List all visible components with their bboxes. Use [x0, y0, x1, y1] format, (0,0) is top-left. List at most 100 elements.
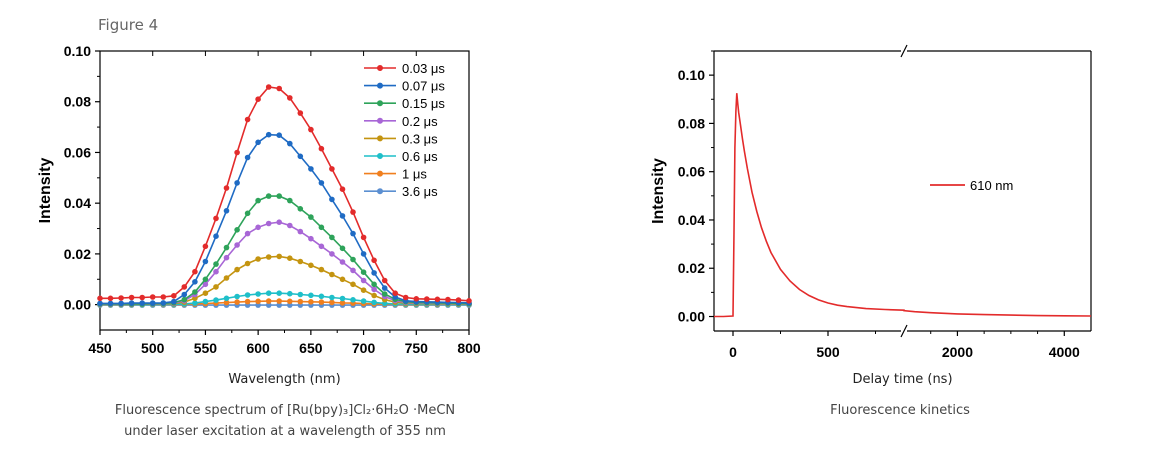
spectrum-data-point: [192, 268, 198, 275]
spectrum-data-point: [202, 281, 209, 288]
legend-label: 0.03 μs: [402, 61, 445, 76]
spectrum-data-point: [287, 140, 293, 147]
spectrum-data-point: [371, 257, 377, 264]
spectrum-data-point: [149, 294, 156, 300]
spectrum-data-point: [107, 300, 114, 307]
spectrum-data-point: [392, 290, 399, 297]
spectrum-data-point: [308, 292, 314, 299]
spectrum-data-point: [234, 242, 240, 248]
spectrum-data-point: [202, 243, 209, 250]
spectrum-x-tick-label: 600: [246, 340, 270, 356]
spectrum-x-tick-label: 750: [405, 340, 429, 356]
spectrum-data-point: [350, 209, 356, 215]
spectrum-data-point: [360, 269, 367, 276]
spectrum-data-point: [276, 219, 283, 225]
spectrum-data-point: [97, 295, 103, 302]
spectrum-data-point: [265, 131, 272, 138]
kinetics-y-tick-label: 0.08: [678, 115, 705, 131]
spectrum-x-tick-label: 700: [352, 340, 376, 356]
spectrum-data-point: [181, 284, 188, 290]
spectrum-data-point: [265, 290, 272, 297]
spectrum-data-point: [202, 290, 209, 297]
spectrum-data-point: [360, 277, 367, 284]
legend-marker: [377, 100, 383, 107]
legend-marker: [377, 117, 383, 124]
spectrum-data-point: [202, 298, 209, 305]
spectrum-series-line: [100, 195, 470, 305]
spectrum-data-point: [308, 126, 314, 133]
spectrum-caption: Fluorescence spectrum of [Ru(bpy)₃]Cl₂·6…: [60, 400, 510, 442]
spectrum-data-point: [276, 132, 283, 138]
spectrum-data-point: [97, 300, 103, 307]
spectrum-data-point: [265, 84, 272, 90]
kinetics-chart: 0 500 2000 4000 0.00 0.02 0.04 0.06 0.08 0.10 Dela…: [650, 44, 1092, 387]
legend-marker: [377, 153, 383, 159]
kinetics-y-tick-label: 0.06: [678, 164, 705, 180]
spectrum-data-point: [339, 245, 346, 252]
spectrum-y-tick-label: 0.06: [64, 144, 91, 160]
spectrum-data-point: [213, 284, 219, 290]
spectrum-data-point: [329, 251, 335, 257]
spectrum-data-point: [297, 153, 304, 160]
spectrum-data-point: [308, 299, 314, 305]
spectrum-data-point: [381, 285, 388, 291]
kinetics-x-tick-label: 4000: [1049, 344, 1080, 360]
spectrum-data-point: [181, 291, 188, 298]
spectrum-data-point: [329, 294, 335, 301]
spectrum-data-point: [192, 279, 198, 285]
spectrum-data-point: [149, 300, 156, 306]
spectrum-data-point: [371, 299, 377, 306]
spectrum-data-point: [223, 254, 230, 261]
spectrum-data-point: [265, 298, 272, 304]
spectrum-x-tick-label: 500: [141, 340, 165, 356]
spectrum-data-point: [265, 254, 272, 260]
spectrum-data-point: [360, 251, 367, 257]
spectrum-data-point: [244, 230, 251, 237]
spectrum-data-point: [381, 277, 388, 284]
spectrum-data-point: [339, 259, 346, 265]
spectrum-data-point: [339, 186, 346, 192]
spectrum-data-point: [223, 295, 230, 302]
spectrum-data-point: [287, 255, 293, 261]
spectrum-data-point: [265, 220, 272, 227]
spectrum-data-point: [287, 298, 293, 305]
spectrum-data-point: [265, 302, 272, 308]
spectrum-data-point: [128, 300, 135, 306]
spectrum-data-point: [234, 293, 240, 300]
spectrum-data-point: [445, 296, 451, 303]
spectrum-data-point: [402, 294, 409, 301]
spectrum-x-axis-label: Wavelength (nm): [228, 372, 340, 387]
spectrum-data-point: [287, 95, 293, 101]
spectrum-data-point: [213, 261, 219, 267]
spectrum-data-point: [318, 145, 325, 152]
legend-marker: [377, 170, 383, 177]
spectrum-data-point: [244, 210, 251, 217]
spectrum-data-point: [181, 296, 188, 303]
spectrum-data-point: [276, 302, 283, 308]
spectrum-data-point: [276, 85, 283, 92]
spectrum-data-point: [318, 180, 325, 186]
spectrum-data-point: [255, 224, 261, 231]
spectrum-data-point: [360, 287, 367, 294]
spectrum-data-point: [297, 291, 304, 298]
spectrum-data-point: [371, 270, 377, 276]
kinetics-x-tick-label: 2000: [942, 344, 973, 360]
spectrum-data-point: [223, 275, 230, 281]
spectrum-data-point: [329, 271, 335, 278]
spectrum-data-point: [297, 110, 304, 116]
spectrum-y-tick-label: 0.02: [64, 246, 91, 262]
spectrum-data-point: [308, 214, 314, 220]
spectrum-data-point: [350, 297, 356, 303]
spectrum-y-tick-label: 0.04: [64, 195, 91, 211]
spectrum-x-tick-label: 450: [88, 340, 112, 356]
spectrum-data-point: [329, 234, 335, 241]
spectrum-data-point: [160, 294, 167, 300]
spectrum-data-point: [424, 296, 430, 302]
legend-label: 0.2 μs: [402, 114, 438, 129]
axis-break-top: [900, 44, 908, 58]
spectrum-data-point: [171, 293, 177, 299]
spectrum-data-point: [244, 298, 251, 305]
spectrum-data-point: [244, 154, 251, 161]
spectrum-data-point: [223, 244, 230, 251]
